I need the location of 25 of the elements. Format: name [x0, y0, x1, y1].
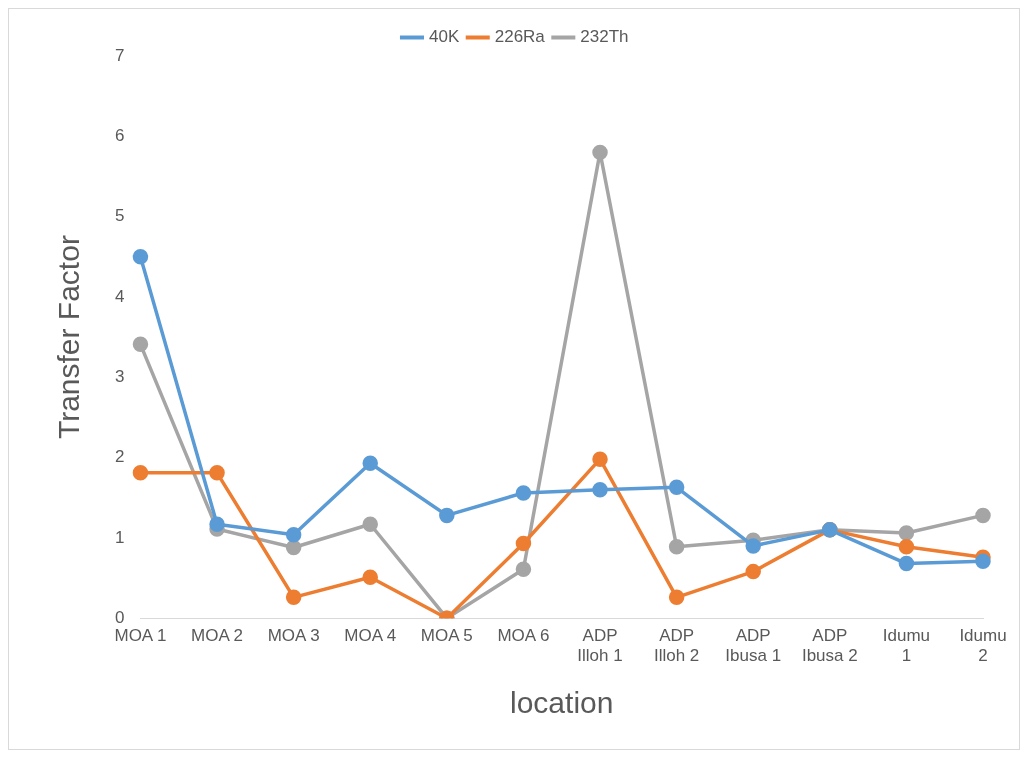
- x-tick-label: MOA 4: [344, 626, 397, 646]
- y-tick-label: 0: [114, 607, 125, 627]
- x-tick-label: MOA 5: [420, 626, 473, 646]
- x-tick-label: ADP Ibusa 1: [725, 626, 782, 666]
- y-tick-label: 2: [114, 447, 125, 467]
- x-tick-label: MOA 3: [267, 626, 320, 646]
- y-tick-label: 7: [114, 45, 125, 65]
- x-tick-label: ADP Illoh 2: [653, 626, 700, 666]
- y-tick-label: 4: [114, 286, 125, 306]
- y-tick-label: 5: [114, 206, 125, 226]
- x-tick-label: MOA 2: [191, 626, 244, 646]
- legend-label: 232Th: [580, 27, 629, 47]
- x-axis-title: location: [510, 686, 614, 720]
- x-tick-label: ADP Ibusa 2: [801, 626, 858, 666]
- legend-label: 226Ra: [494, 27, 546, 47]
- x-tick-label: Idumu 1: [882, 626, 931, 666]
- x-tick-label: Idumu 2: [959, 626, 1007, 666]
- x-tick-label: MOA 6: [497, 626, 550, 646]
- x-tick-label: ADP Illoh 1: [577, 626, 623, 666]
- x-tick-label: MOA 1: [114, 626, 167, 646]
- y-axis-title: Transfer Factor: [52, 235, 86, 440]
- y-tick-label: 3: [114, 366, 125, 386]
- legend-label: 40K: [428, 27, 460, 47]
- y-tick-label: 6: [114, 126, 125, 145]
- y-tick-label: 1: [114, 527, 125, 547]
